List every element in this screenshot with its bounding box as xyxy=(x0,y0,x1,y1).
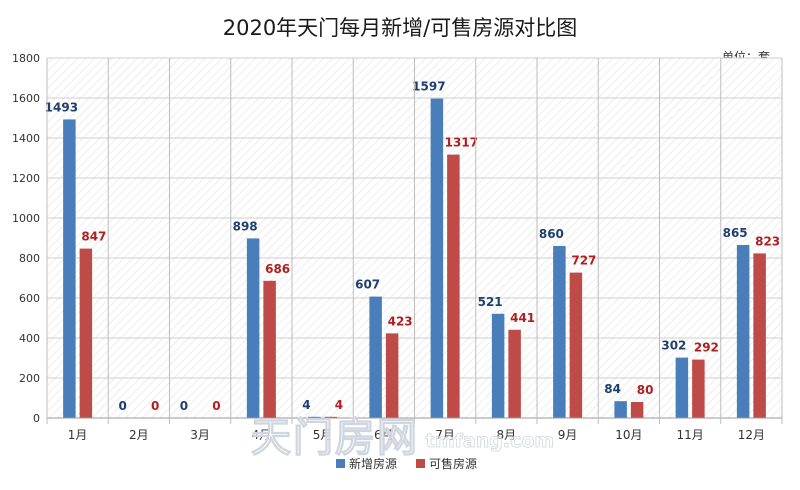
data-label: 847 xyxy=(81,230,106,244)
y-tick-label: 600 xyxy=(19,292,40,305)
x-tick-label: 4月 xyxy=(252,428,272,442)
data-label: 441 xyxy=(510,311,535,325)
bar-new-12 xyxy=(736,245,750,418)
legend: 新增房源 可售房源 xyxy=(336,456,477,471)
bar-new-8 xyxy=(491,313,505,418)
data-label: 292 xyxy=(694,341,719,355)
x-axis: 1月 2月 3月 4月 5月 6月 7月 8月 9月 10月 11月 12月 xyxy=(46,58,783,442)
x-tick-label: 6月 xyxy=(374,428,394,442)
watermark-text: 天门房网 xyxy=(251,415,419,461)
data-label: 0 xyxy=(151,399,159,413)
data-label: 865 xyxy=(723,226,748,240)
data-label: 302 xyxy=(661,339,686,353)
y-tick-label: 1600 xyxy=(12,92,40,105)
data-label: 0 xyxy=(118,399,126,413)
bars xyxy=(63,98,766,419)
bar-available-8 xyxy=(508,329,521,418)
y-tick-label: 0 xyxy=(33,412,40,425)
data-label: 4 xyxy=(302,398,310,412)
bar-available-4 xyxy=(263,280,276,418)
legend-swatch xyxy=(416,459,425,468)
data-label: 521 xyxy=(478,295,503,309)
bar-available-12 xyxy=(753,253,766,418)
bar-new-5 xyxy=(308,416,321,418)
y-tick-label: 1200 xyxy=(12,172,40,185)
data-label: 898 xyxy=(233,219,258,233)
x-tick-label: 8月 xyxy=(497,428,517,442)
x-tick-label: 12月 xyxy=(738,428,765,442)
data-label: 84 xyxy=(604,382,621,396)
data-label: 727 xyxy=(571,254,596,268)
bar-new-1 xyxy=(63,119,76,419)
bar-available-10 xyxy=(630,402,644,418)
chart-title: 2020年天门每月新增/可售房源对比图 xyxy=(223,16,578,40)
x-tick-label: 2月 xyxy=(129,428,149,442)
bar-available-11 xyxy=(692,359,705,418)
data-label: 823 xyxy=(755,234,780,248)
x-tick-label: 10月 xyxy=(615,428,642,442)
data-label: 1317 xyxy=(445,136,478,150)
bar-available-1 xyxy=(79,248,93,418)
data-label: 607 xyxy=(355,278,380,292)
bar-new-10 xyxy=(614,401,627,418)
y-tick-label: 200 xyxy=(19,372,40,385)
bar-new-11 xyxy=(675,357,689,418)
y-tick-label: 1800 xyxy=(12,52,40,65)
bar-available-5 xyxy=(324,416,338,418)
data-label: 80 xyxy=(637,383,654,397)
y-tick-label: 800 xyxy=(19,252,40,265)
data-labels: 1493 0 0 898 4 607 1597 521 860 84 302 865 847 0 0 686 4… xyxy=(45,80,780,413)
data-label: 4 xyxy=(335,398,343,412)
bar-new-7 xyxy=(430,98,444,418)
x-tick-label: 11月 xyxy=(676,428,703,442)
data-label: 0 xyxy=(180,399,188,413)
data-label: 423 xyxy=(388,314,413,328)
x-tick-label: 7月 xyxy=(435,428,455,442)
legend-label: 可售房源 xyxy=(429,456,477,471)
y-axis: 0 200 400 600 800 1000 1200 1400 1600 1800 xyxy=(12,52,40,425)
y-tick-label: 400 xyxy=(19,332,40,345)
x-tick-label: 3月 xyxy=(190,428,210,442)
x-tick-label: 5月 xyxy=(313,428,333,442)
bar-new-6 xyxy=(369,296,382,418)
x-tick-label: 1月 xyxy=(68,428,88,442)
data-label: 860 xyxy=(539,227,564,241)
x-tick-label: 9月 xyxy=(558,428,578,442)
bar-new-4 xyxy=(246,238,260,418)
data-label: 1597 xyxy=(412,80,445,94)
bar-available-6 xyxy=(385,333,399,418)
legend-label: 新增房源 xyxy=(349,456,397,471)
watermark-url: tmfang.com xyxy=(426,430,554,452)
legend-swatch xyxy=(336,459,345,468)
data-label: 0 xyxy=(212,399,220,413)
y-tick-label: 1400 xyxy=(12,132,40,145)
bar-new-9 xyxy=(553,246,566,418)
y-tick-label: 1000 xyxy=(12,212,40,225)
data-label: 686 xyxy=(265,262,290,276)
watermark: 天门房网 tmfang.com xyxy=(251,415,555,462)
bar-available-9 xyxy=(569,272,583,418)
data-label: 1493 xyxy=(45,100,78,114)
bar-available-7 xyxy=(447,154,460,418)
